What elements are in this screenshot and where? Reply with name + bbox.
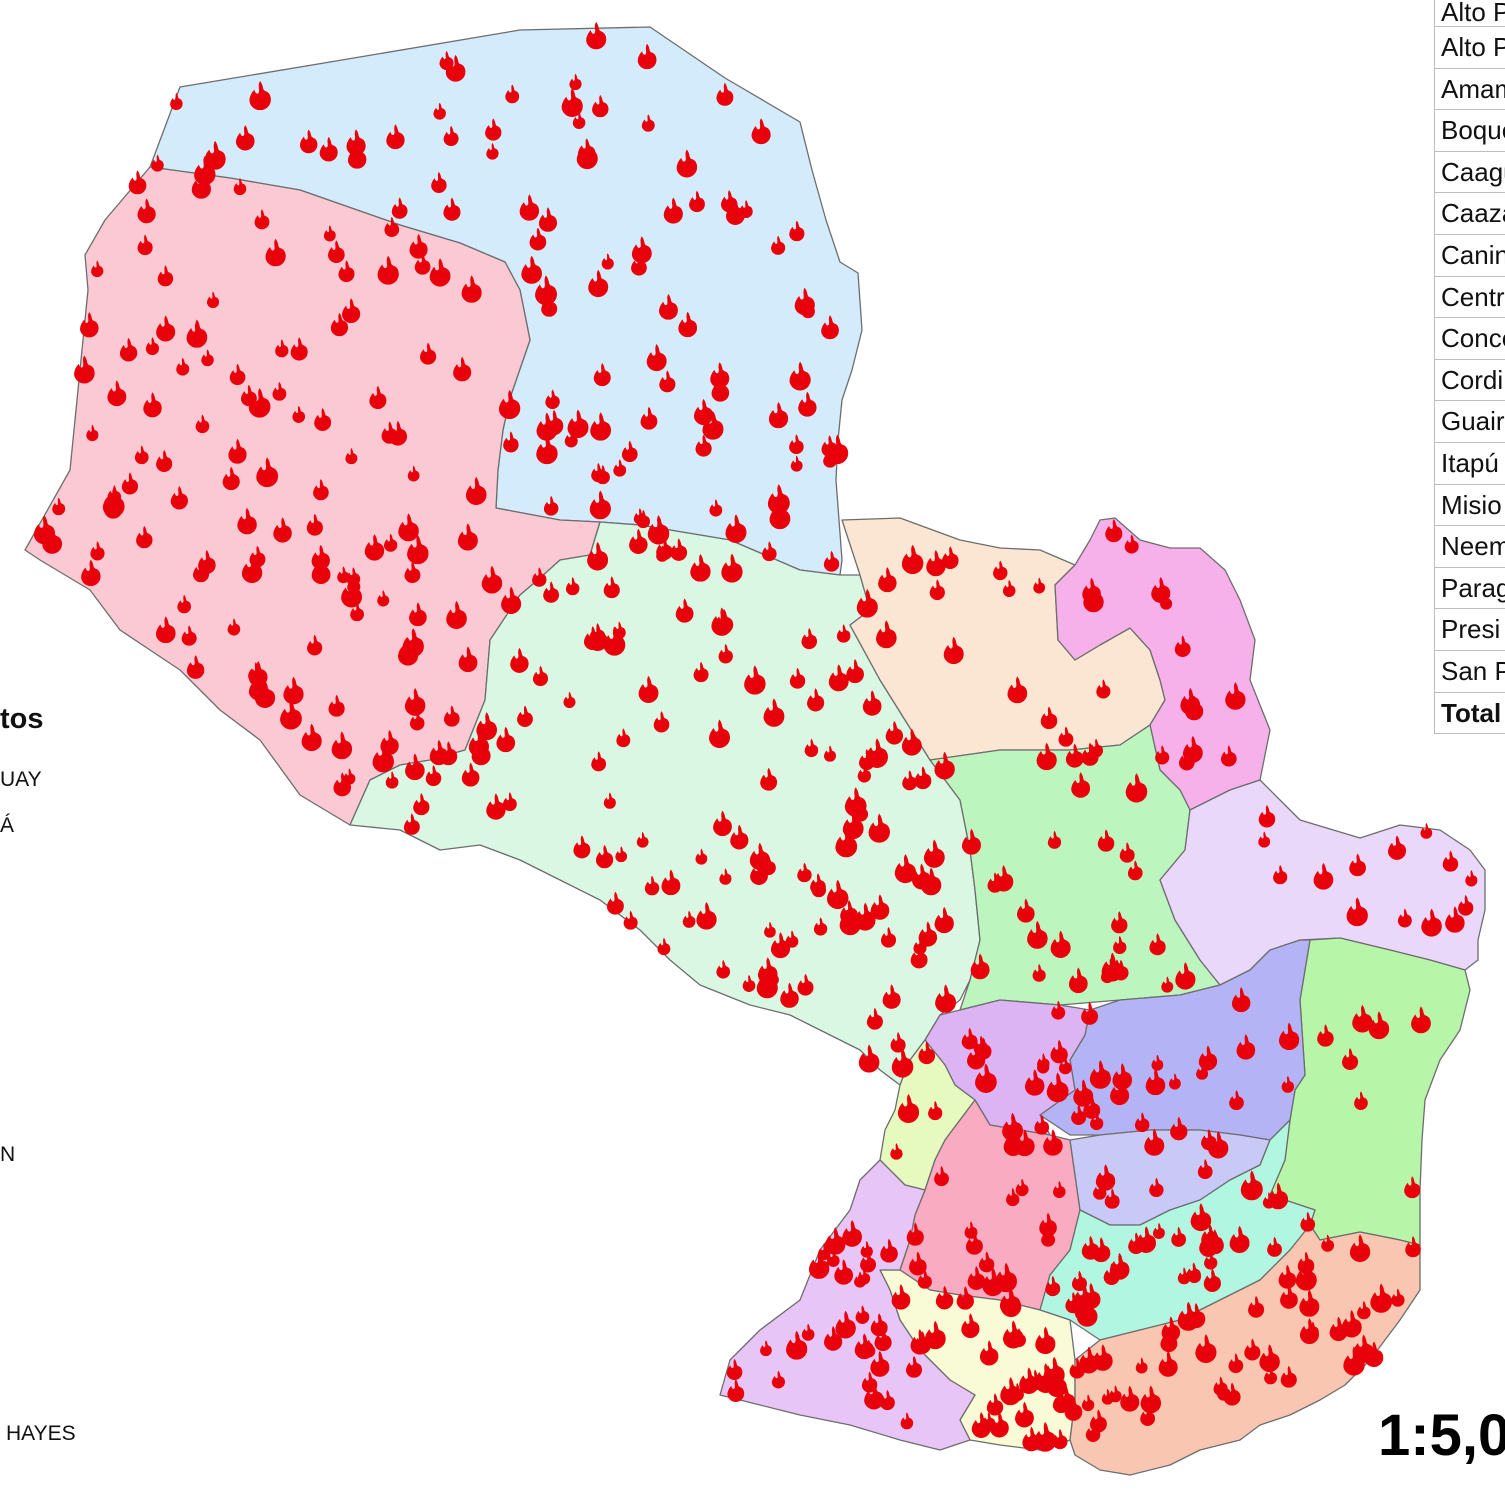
table-row: San P — [1435, 651, 1505, 693]
table-row: Centr — [1435, 277, 1505, 319]
table-row: Alto P — [1435, 0, 1505, 27]
department-table: Alto P Alto P Amam Boque Caagu Caaza Can… — [1434, 0, 1505, 735]
flame-icon — [586, 22, 607, 50]
table-row: Guair — [1435, 401, 1505, 443]
table-row-total: Total — [1435, 693, 1505, 735]
table-row: Neem — [1435, 526, 1505, 568]
table-row: Misio — [1435, 485, 1505, 527]
table-row: Caagu — [1435, 152, 1505, 194]
table-row: Presi — [1435, 609, 1505, 651]
map-scale: 1:5,0 — [1378, 1403, 1505, 1468]
legend-item: N — [0, 1143, 16, 1166]
legend-item: Á — [0, 814, 15, 837]
legend-title: tos — [0, 703, 44, 735]
table-row: Cordi — [1435, 360, 1505, 402]
table-row: Caaza — [1435, 193, 1505, 235]
flame-icon — [1081, 1001, 1099, 1025]
flame-icon — [1420, 822, 1433, 839]
legend-item: HAYES — [6, 1422, 76, 1445]
table-row: Parag — [1435, 568, 1505, 610]
table-row: Boque — [1435, 110, 1505, 152]
legend-item: UAY — [0, 768, 42, 791]
table-row: Amam — [1435, 69, 1505, 111]
table-row: Itapú — [1435, 443, 1505, 485]
table-row: Conce — [1435, 318, 1505, 360]
table-row: Alto P — [1435, 27, 1505, 69]
table-row: Canin — [1435, 235, 1505, 277]
